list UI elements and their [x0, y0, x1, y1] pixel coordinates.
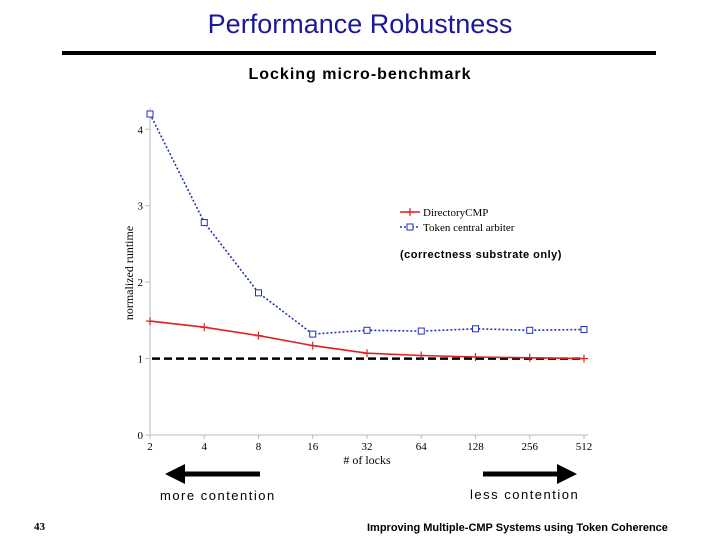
x-axis-label: # of locks — [343, 453, 391, 467]
y-tick-label: 3 — [138, 201, 144, 213]
x-tick-label: 2 — [147, 441, 153, 453]
slide-number: 43 — [34, 521, 45, 533]
title-divider — [62, 51, 656, 55]
x-tick-label: 32 — [362, 441, 373, 453]
data-point-token — [580, 326, 588, 334]
x-tick-label: 4 — [202, 441, 208, 453]
data-point-directory — [308, 341, 317, 350]
legend-marker-directory — [406, 208, 414, 216]
y-tick-label: 4 — [138, 124, 144, 136]
legend-marker-token — [406, 223, 414, 231]
legend-label-token: Token central arbiter — [423, 222, 515, 234]
x-tick-label: 128 — [467, 441, 484, 453]
y-tick-label: 1 — [138, 354, 144, 366]
chart-title: Locking micro-benchmark — [248, 66, 472, 83]
less-contention-label: less contention — [470, 487, 580, 502]
data-point-token — [417, 327, 425, 335]
more-contention-label: more contention — [160, 488, 276, 503]
x-tick-label: 16 — [307, 441, 319, 453]
x-tick-label: 64 — [416, 441, 428, 453]
data-point-token — [472, 325, 479, 333]
y-tick-label: 2 — [138, 277, 144, 289]
footer-text: Improving Multiple-CMP Systems using Tok… — [367, 522, 668, 534]
data-point-directory — [146, 317, 154, 326]
data-point-token — [255, 289, 262, 297]
data-point-directory — [471, 353, 480, 362]
data-point-directory — [254, 331, 263, 340]
data-point-directory — [200, 323, 209, 332]
slide-title: Performance Robustness — [207, 9, 513, 39]
y-tick-label: 0 — [138, 430, 144, 442]
data-point-directory — [525, 353, 534, 362]
legend-label-directory: DirectoryCMP — [423, 207, 488, 219]
series-line-1 — [149, 113, 585, 335]
data-point-token — [526, 326, 534, 334]
data-point-token — [200, 219, 208, 227]
data-point-directory — [363, 349, 371, 358]
data-point-token — [363, 326, 371, 334]
data-point-token — [309, 330, 317, 338]
x-tick-label: 8 — [256, 441, 262, 453]
x-tick-label: 256 — [522, 441, 539, 453]
correctness-note: (correctness substrate only) — [400, 249, 562, 261]
data-point-directory — [580, 354, 588, 363]
data-point-token — [146, 110, 154, 118]
y-axis-label: normalized runtime — [122, 226, 136, 320]
x-tick-label: 512 — [576, 441, 593, 453]
data-point-directory — [417, 351, 426, 360]
